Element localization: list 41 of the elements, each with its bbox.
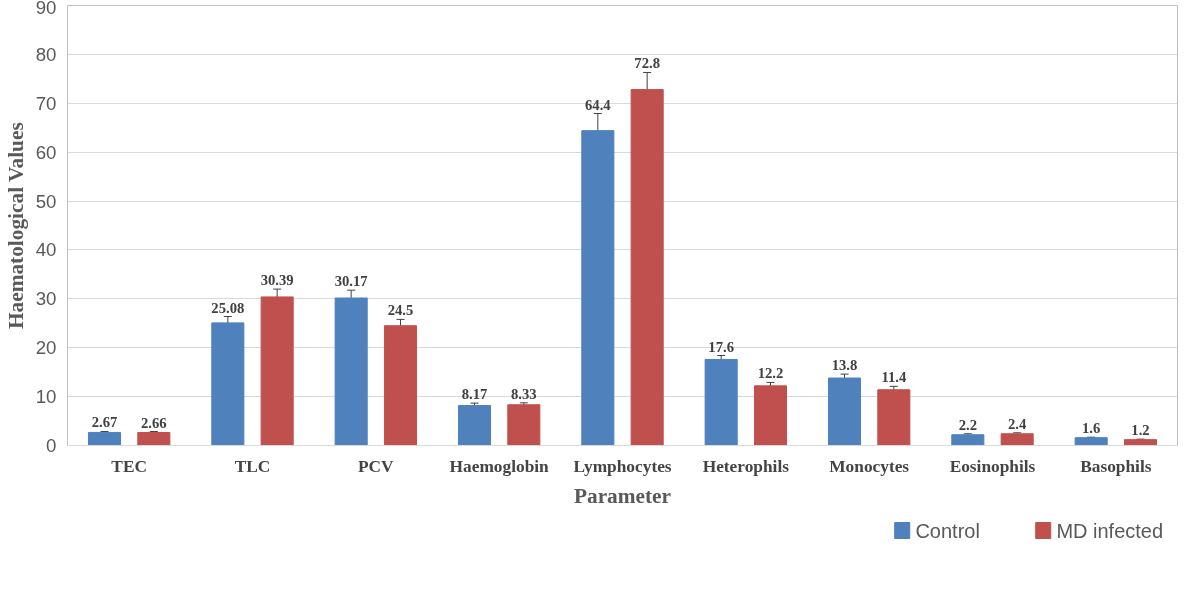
x-tick-label: Eosinophils: [949, 456, 1036, 476]
x-tick-label: PCV: [358, 456, 395, 476]
x-tick-label: Monocytes: [829, 456, 910, 476]
data-label: 2.66: [141, 414, 167, 431]
data-label: 2.67: [91, 414, 118, 431]
data-label: 11.4: [881, 369, 907, 386]
x-tick-label: Haemoglobin: [449, 456, 550, 476]
y-tick-label: 80: [35, 43, 57, 65]
x-tick-label: TEC: [111, 456, 147, 476]
y-tick-label: 40: [35, 239, 57, 261]
y-tick-label: 90: [35, 0, 57, 18]
data-label: 72.8: [634, 55, 660, 72]
y-tick-label: 60: [35, 141, 57, 163]
data-label: 8.33: [511, 385, 537, 402]
y-tick-label: 20: [35, 337, 57, 359]
x-axis-title: Parameter: [573, 483, 672, 508]
legend-label: Control: [915, 519, 980, 542]
data-label: 1.6: [1082, 420, 1101, 437]
legend-label: MD infected: [1056, 519, 1164, 542]
y-tick-label: 50: [35, 190, 57, 212]
data-label: 17.6: [708, 338, 734, 355]
x-tick-label: TLC: [234, 456, 271, 476]
data-label: 8.17: [461, 386, 488, 403]
data-label: 13.8: [831, 357, 858, 374]
data-label: 2.4: [1008, 415, 1027, 432]
data-label: 64.4: [585, 96, 612, 113]
x-tick-label: Lymphocytes: [573, 456, 672, 476]
x-tick-label: Heterophils: [702, 456, 790, 476]
data-label: 30.39: [260, 272, 294, 289]
y-tick-label: 70: [35, 92, 57, 114]
data-label: 24.5: [387, 302, 414, 319]
y-tick-label: 10: [35, 386, 57, 408]
x-tick-label: Basophils: [1080, 456, 1152, 476]
data-label: 2.2: [958, 416, 977, 433]
data-label: 30.17: [334, 273, 368, 290]
y-tick-label: 30: [35, 288, 57, 310]
data-label: 25.08: [211, 299, 245, 316]
y-axis-title: Haematological Values: [3, 122, 28, 330]
data-label: 1.2: [1131, 422, 1150, 439]
data-label: 12.2: [757, 365, 784, 382]
y-tick-label: 0: [46, 435, 57, 456]
